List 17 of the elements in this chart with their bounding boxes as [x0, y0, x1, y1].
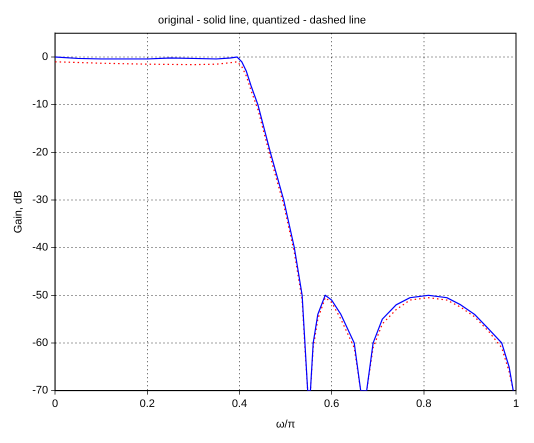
x-tick-label: 0.4 — [232, 398, 248, 410]
y-axis-title: Gain, dB — [12, 190, 25, 234]
x-tick-label: 0 — [52, 398, 58, 410]
x-tick-label: 0.6 — [324, 398, 340, 410]
y-tick-label: -50 — [32, 289, 48, 302]
y-tick-label: -40 — [32, 242, 48, 254]
y-tick-label: -30 — [32, 194, 48, 206]
chart-title: original - solid line, quantized - dashed line — [158, 14, 366, 27]
x-tick-label: 1 — [512, 398, 520, 410]
y-tick-label: 0 — [42, 51, 48, 64]
y-tick-label: -10 — [32, 98, 48, 111]
y-tick-label: -60 — [32, 336, 48, 349]
y-tick-label: -20 — [32, 146, 48, 158]
x-axis-title: ω/π — [276, 418, 296, 430]
y-tick-label: -70 — [32, 384, 48, 397]
x-tick-label: 0.2 — [140, 398, 155, 410]
x-tick-label: 0.8 — [416, 398, 432, 410]
